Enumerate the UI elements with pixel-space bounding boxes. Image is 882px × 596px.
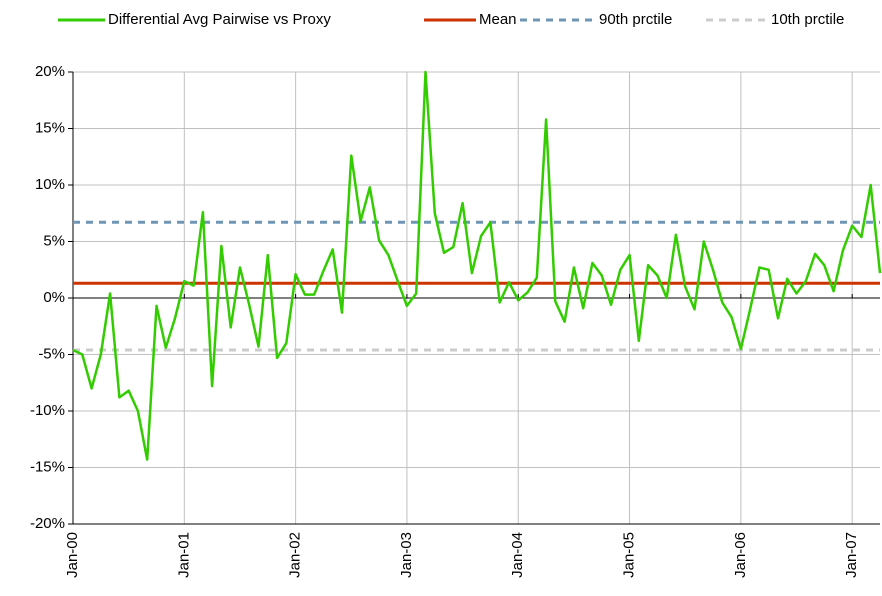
y-tick-label: 20% bbox=[35, 63, 65, 80]
legend-label: Differential Avg Pairwise vs Proxy bbox=[108, 11, 331, 28]
legend-label: Mean bbox=[479, 11, 517, 28]
x-tick-label: Jan-07 bbox=[843, 532, 860, 578]
y-tick-label: 5% bbox=[43, 232, 65, 249]
x-tick-label: Jan-00 bbox=[64, 532, 81, 578]
legend-label: 10th prctile bbox=[771, 11, 844, 28]
x-tick-label: Jan-02 bbox=[287, 532, 304, 578]
y-tick-label: -15% bbox=[30, 458, 65, 475]
x-tick-label: Jan-06 bbox=[732, 532, 749, 578]
y-tick-label: 10% bbox=[35, 176, 65, 193]
y-tick-label: -5% bbox=[38, 345, 65, 362]
y-tick-label: -10% bbox=[30, 402, 65, 419]
y-tick-label: 15% bbox=[35, 119, 65, 136]
x-tick-label: Jan-05 bbox=[621, 532, 638, 578]
x-tick-label: Jan-01 bbox=[175, 532, 192, 578]
y-tick-label: -20% bbox=[30, 515, 65, 532]
data-line bbox=[72, 70, 882, 461]
x-tick-label: Jan-03 bbox=[398, 532, 415, 578]
y-tick-label: 0% bbox=[43, 289, 65, 306]
x-tick-label: Jan-04 bbox=[509, 532, 526, 578]
legend-label: 90th prctile bbox=[599, 11, 672, 28]
